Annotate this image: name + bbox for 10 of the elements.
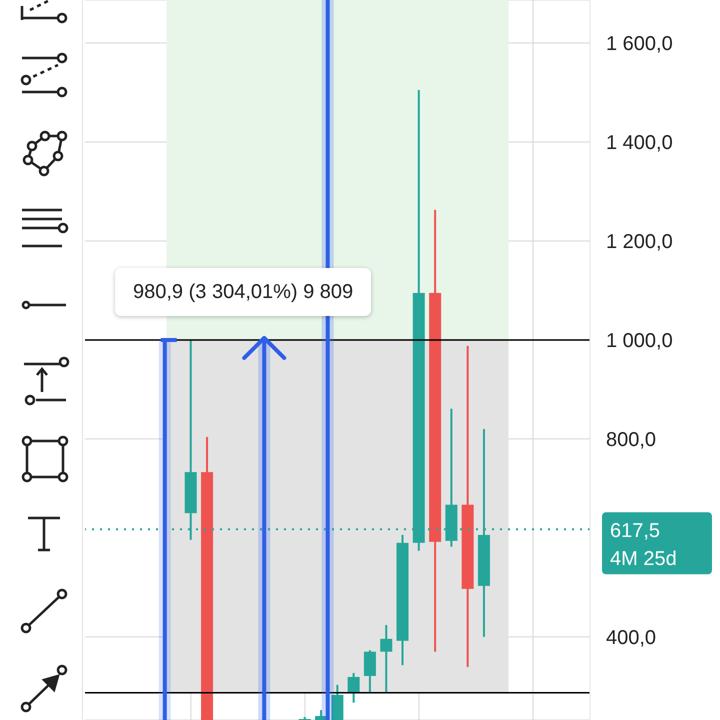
y-tick-label: 400,0 <box>606 626 656 649</box>
y-tick-label: 1 200,0 <box>606 231 673 254</box>
y-tick-label: 1 400,0 <box>606 132 673 154</box>
y-tick-label: 1 600,0 <box>606 33 673 56</box>
ref-line-label: 617,5 4M 25d <box>610 520 677 570</box>
annotation: 980,9 (3 304,01%) 9 809 <box>115 268 372 316</box>
y-tick-label: 1 000,0 <box>606 330 673 352</box>
candlestick <box>380 624 392 694</box>
candlestick <box>348 672 360 704</box>
y-tick-label: 800,0 <box>606 429 656 452</box>
